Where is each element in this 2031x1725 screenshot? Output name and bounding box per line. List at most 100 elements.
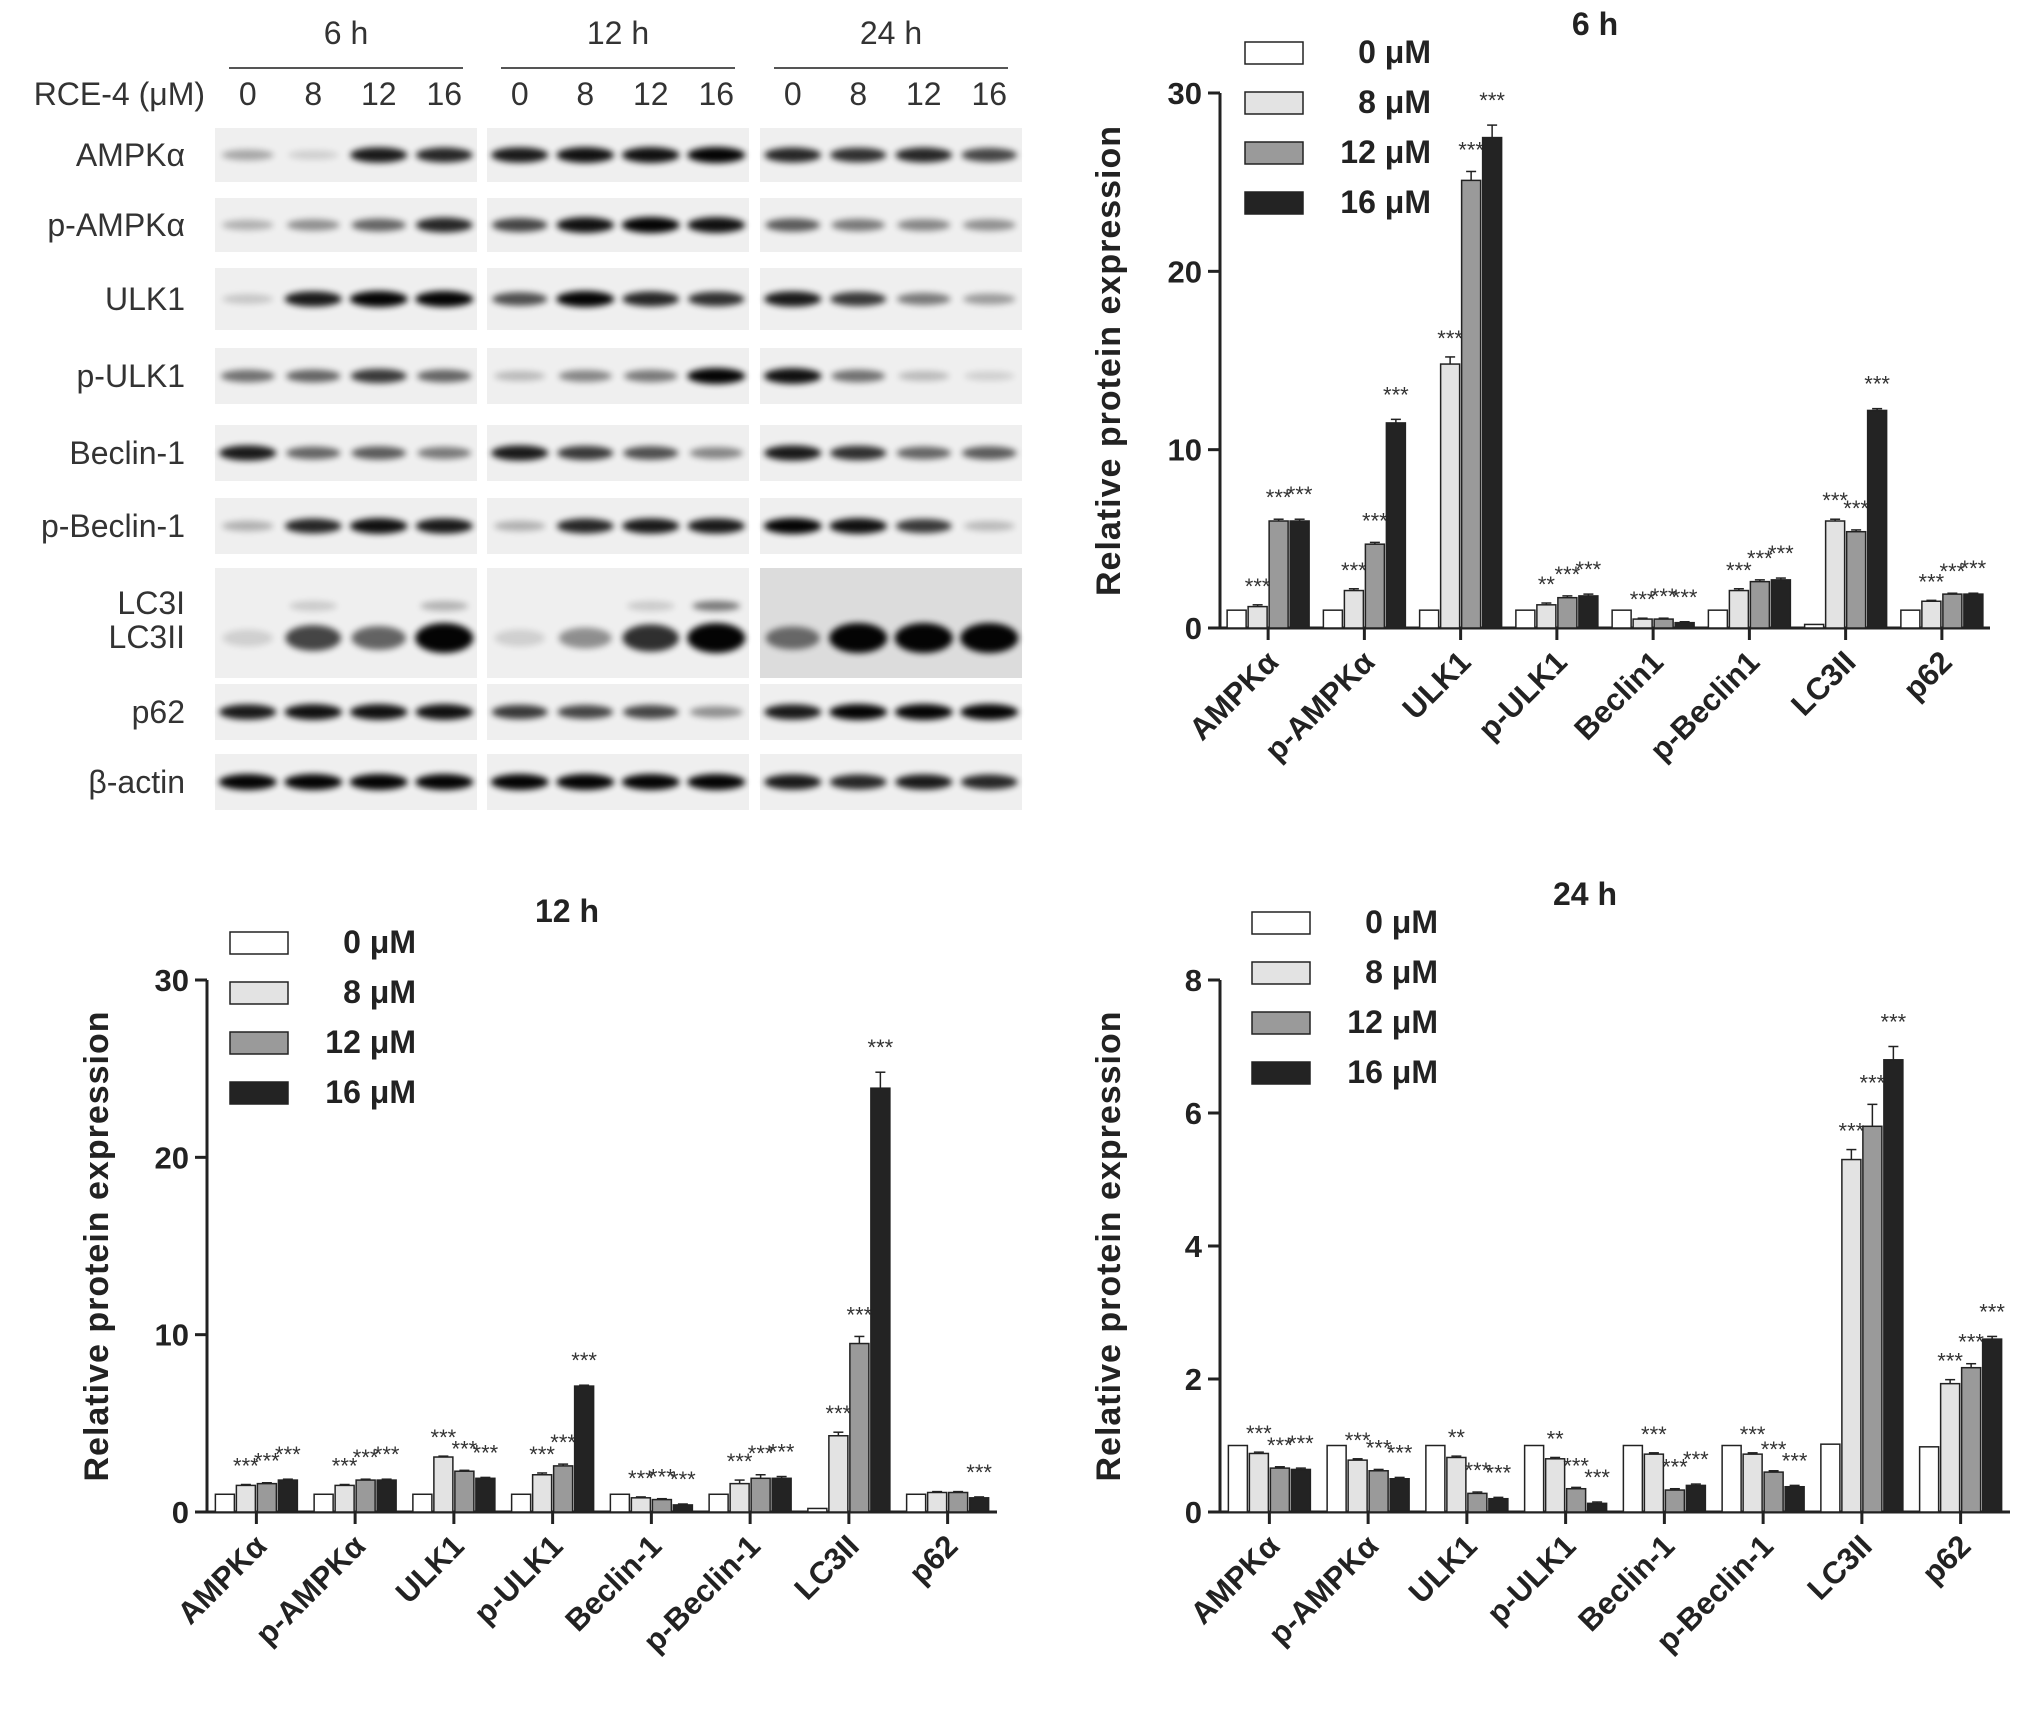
legend-swatch — [229, 981, 289, 1005]
blot-band — [221, 520, 274, 532]
bar — [1784, 1485, 1805, 1513]
blot-band — [689, 706, 743, 718]
blot-band — [961, 148, 1018, 162]
blot-band — [350, 368, 407, 384]
bar — [433, 1456, 454, 1513]
y-tick-label: 0 — [172, 1495, 189, 1530]
blot-row-header: RCE-4 (μM) — [34, 76, 205, 112]
blot-row-label: ULK1 — [105, 281, 185, 317]
legend-swatch — [229, 1081, 289, 1105]
significance-mark: *** — [529, 1442, 555, 1467]
blot-band — [621, 147, 680, 163]
blot-membrane — [487, 568, 749, 678]
blot-band — [764, 704, 822, 720]
legend-swatch — [229, 1031, 289, 1055]
legend-label: 16 μM — [1347, 1054, 1438, 1090]
blot-band — [960, 774, 1018, 790]
x-tick-label: p62 — [902, 1528, 965, 1591]
blot-dose-label: 12 — [906, 76, 942, 112]
bar — [828, 1434, 849, 1513]
x-tick-label: LC3II — [787, 1528, 865, 1606]
bar — [1721, 1444, 1742, 1513]
blot-band — [349, 291, 408, 307]
chart-24h: 24 h Relative protein expression 0 2 4 6 8 AMPK… — [1060, 860, 2031, 1720]
blot-band — [765, 218, 821, 232]
y-tick-label: 0 — [1185, 611, 1202, 646]
blot-row-label: p62 — [132, 694, 185, 730]
blot-dose-label: 12 — [633, 76, 669, 112]
bar — [1467, 1492, 1488, 1513]
significance-mark: *** — [1881, 1010, 1907, 1035]
blot-band — [221, 149, 274, 161]
x-tick-label: AMPKα — [1184, 1528, 1287, 1631]
bar — [1586, 1502, 1608, 1513]
blot-band — [960, 623, 1019, 653]
y-tick-label: 8 — [1185, 963, 1202, 998]
bar — [1749, 580, 1771, 629]
blot-band — [417, 446, 472, 460]
blot-band — [829, 774, 887, 790]
blot-band — [621, 774, 680, 790]
significance-mark: *** — [649, 1465, 675, 1490]
significance-mark: *** — [452, 1436, 478, 1461]
legend-label: 8 μM — [343, 974, 416, 1010]
blot-row-label: AMPKα — [76, 137, 185, 173]
blot-band — [289, 601, 338, 611]
legend-swatch — [1244, 141, 1304, 165]
significance-mark: *** — [1287, 482, 1313, 507]
blot-band — [349, 518, 408, 534]
x-tick-label: ULK1 — [1402, 1528, 1484, 1610]
legend-label: 12 μM — [325, 1024, 416, 1060]
legend-label: 12 μM — [1347, 1004, 1438, 1040]
bar — [1653, 618, 1674, 629]
blot-band — [621, 217, 680, 233]
bar — [1446, 1456, 1467, 1513]
bar — [313, 1493, 334, 1513]
significance-mark: *** — [1839, 1119, 1865, 1144]
y-tick-label: 0 — [1185, 1495, 1202, 1530]
blot-row-label: p-Beclin-1 — [41, 508, 185, 544]
bar — [1763, 1471, 1784, 1513]
blot-band — [492, 292, 548, 306]
y-tick-label: 30 — [1168, 76, 1202, 111]
bar — [1742, 1453, 1763, 1513]
legend-label: 16 μM — [1340, 184, 1431, 220]
bar — [1247, 605, 1268, 629]
blot-band — [622, 291, 680, 307]
significance-mark: *** — [254, 1449, 280, 1474]
blot-timepoint-label: 24 h — [860, 15, 922, 51]
bar — [412, 1493, 433, 1513]
bar — [1803, 623, 1825, 629]
blot-band — [494, 629, 545, 647]
bar — [1347, 1459, 1368, 1513]
significance-mark: *** — [550, 1430, 576, 1455]
blot-membrane — [760, 568, 1022, 678]
blot-dose-label: 8 — [849, 76, 867, 112]
blot-band — [286, 219, 340, 231]
significance-mark: *** — [1958, 1330, 1984, 1355]
significance-mark: *** — [1630, 587, 1656, 612]
significance-mark: *** — [966, 1460, 992, 1485]
legend-label: 0 μM — [343, 924, 416, 960]
blot-band — [558, 370, 612, 382]
bar — [1515, 609, 1536, 629]
bar — [1269, 1467, 1291, 1513]
blot-band — [222, 629, 273, 647]
bar — [672, 1504, 694, 1513]
bar — [926, 1491, 948, 1513]
chart-6h: 6 h Relative protein expression 0 10 20 30 AMP… — [1060, 0, 2031, 840]
legend-swatch — [229, 931, 289, 955]
bar — [771, 1477, 792, 1513]
blot-band — [284, 518, 342, 534]
significance-mark: *** — [1672, 585, 1698, 610]
blot-band — [220, 369, 275, 383]
bar — [454, 1470, 475, 1513]
bar — [1227, 1444, 1249, 1513]
blot-band — [830, 445, 887, 461]
bar — [1326, 1444, 1347, 1513]
x-tick-label: ULK1 — [1396, 644, 1478, 726]
bar — [1622, 1444, 1644, 1513]
significance-mark: *** — [571, 1348, 597, 1373]
x-tick-label: ULK1 — [389, 1528, 471, 1610]
significance-mark: *** — [1486, 1460, 1512, 1485]
